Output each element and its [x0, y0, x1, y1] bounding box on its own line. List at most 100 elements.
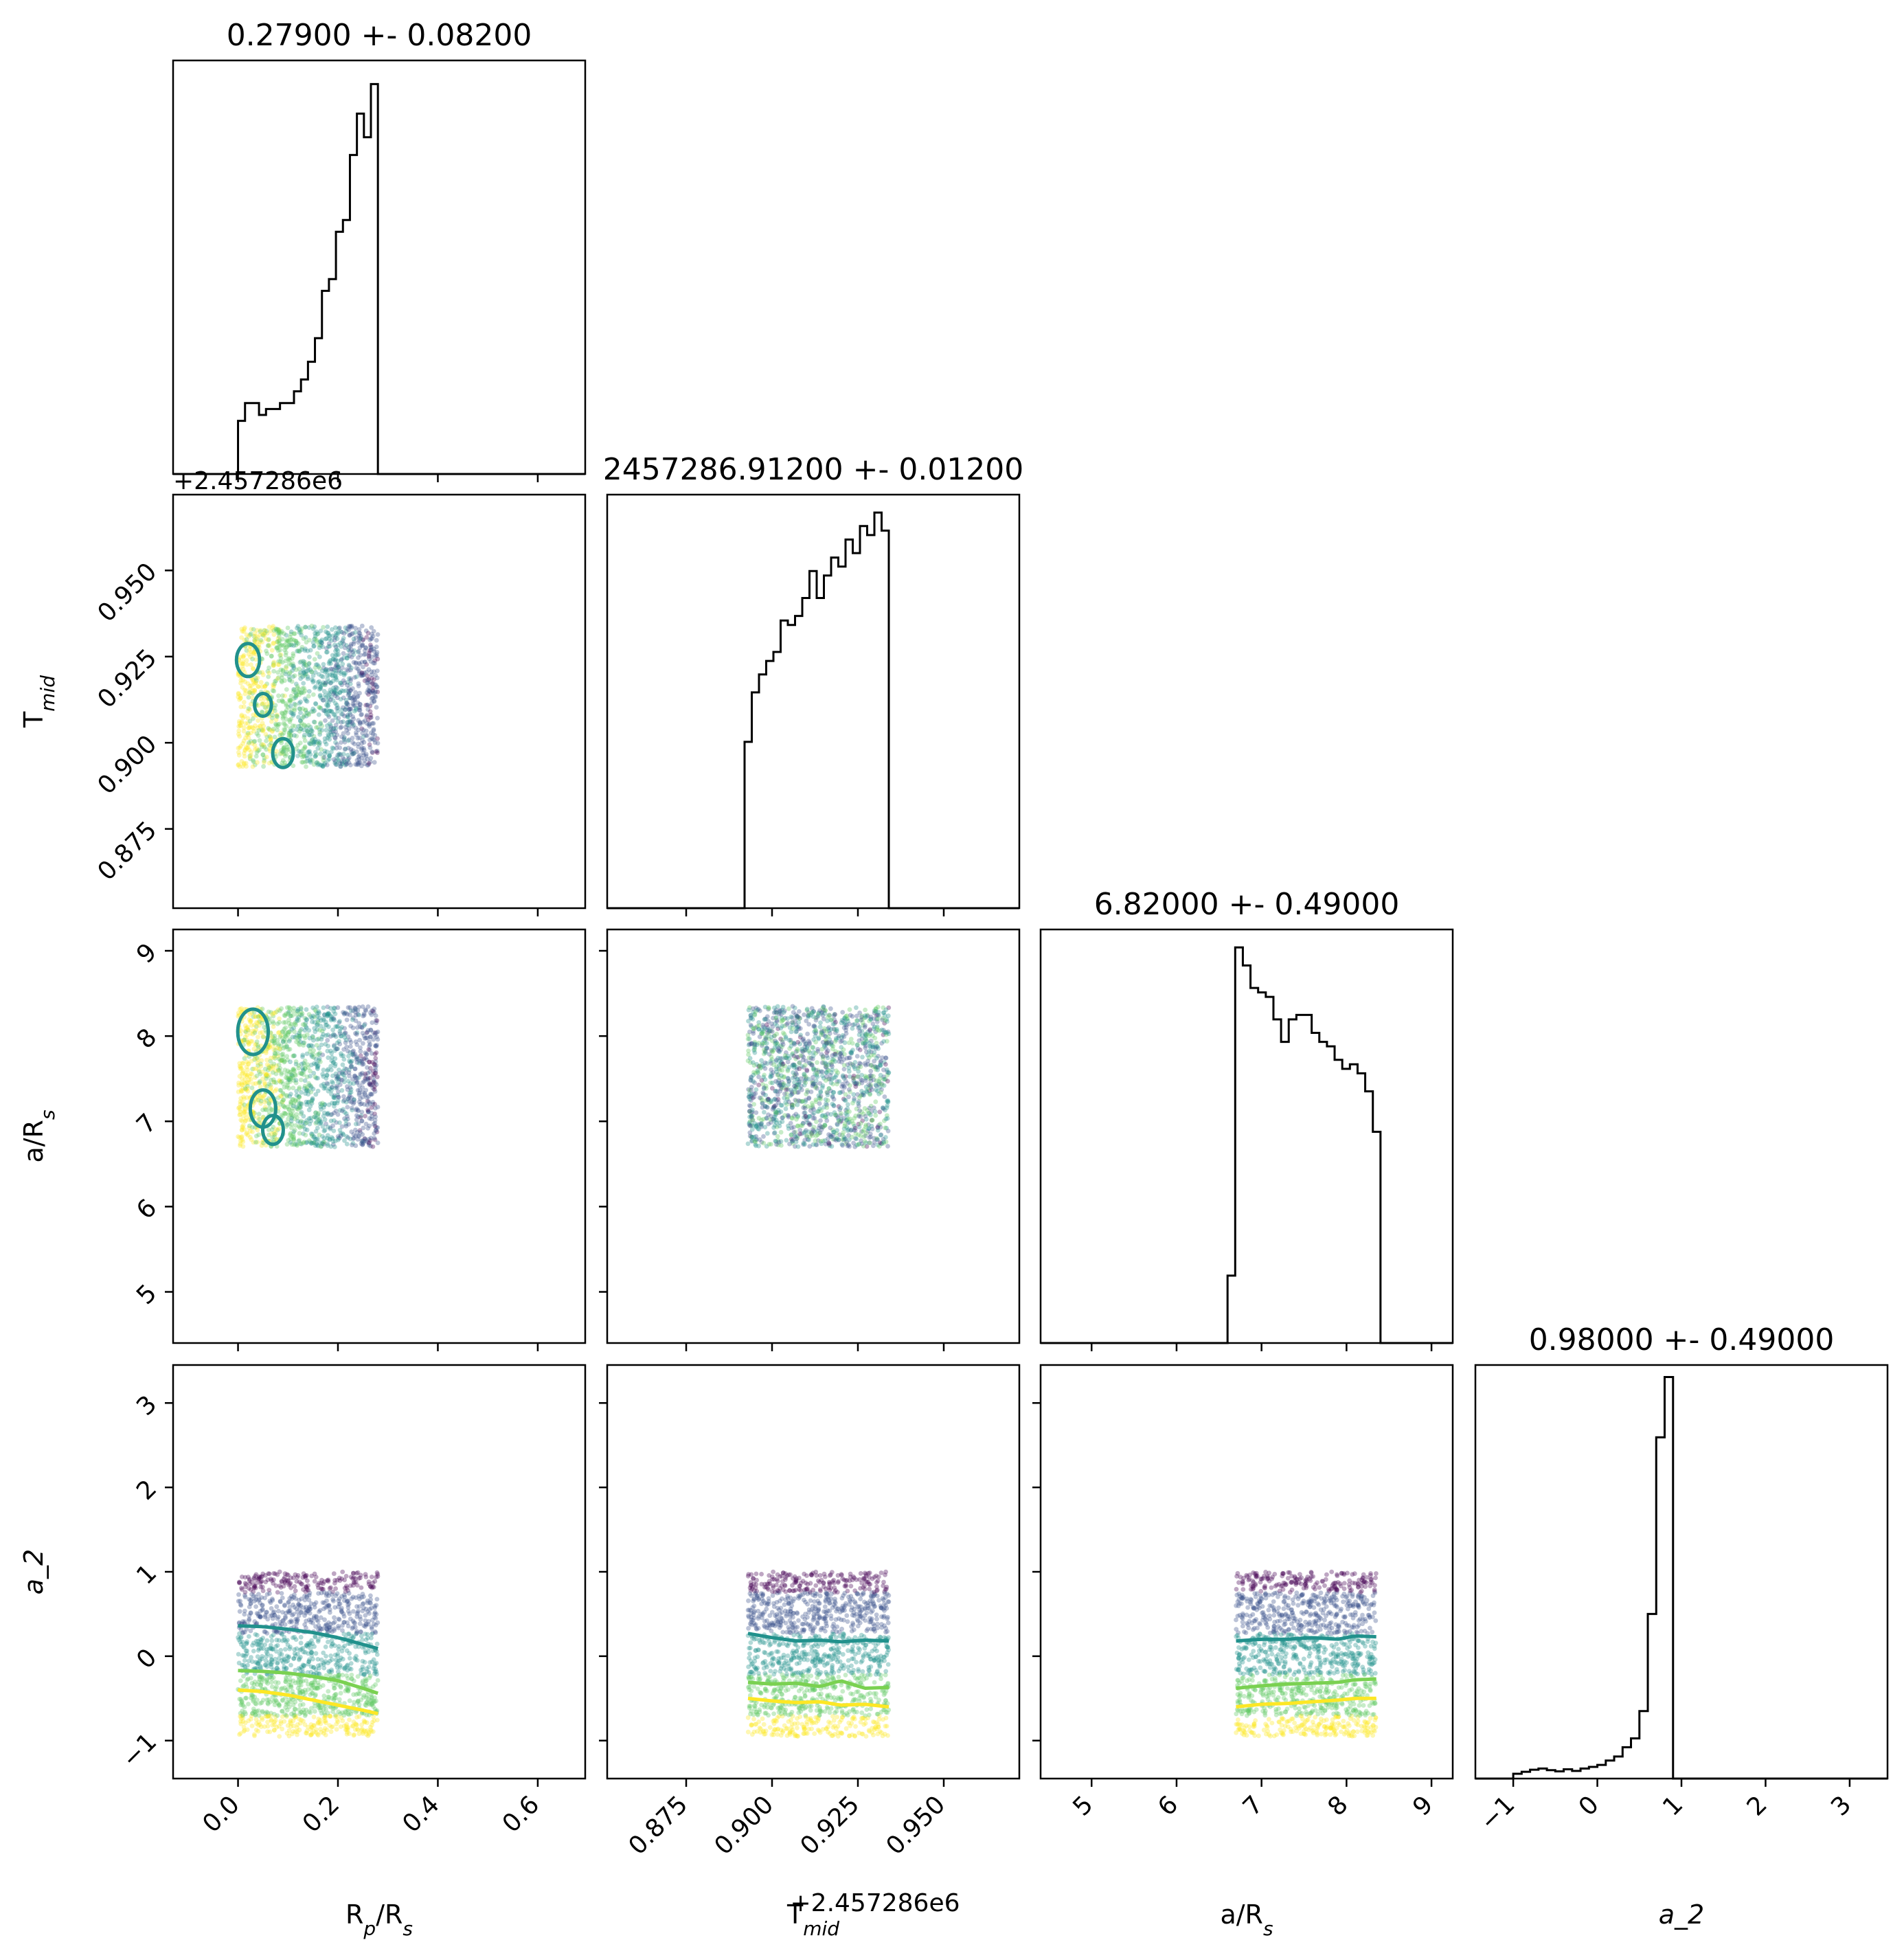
scatter-point: [831, 1103, 837, 1108]
scatter-point: [337, 1039, 341, 1044]
panel-tmid-rp: [165, 493, 587, 916]
scatter-point: [802, 1083, 807, 1087]
scatter-point: [313, 701, 319, 707]
scatter-point: [341, 641, 347, 646]
scatter-point: [373, 1056, 378, 1061]
scatter-point: [875, 1128, 881, 1133]
scatter-point: [371, 629, 376, 634]
scatter-point: [236, 724, 242, 729]
scatter-point: [770, 1116, 775, 1122]
scatter-point: [244, 732, 249, 738]
scatter-point: [298, 752, 304, 757]
title-tmid: 2457286.91200 +- 0.01200: [603, 452, 1024, 487]
scatter-point: [263, 683, 268, 688]
scatter-point: [252, 1056, 258, 1061]
scatter-point: [367, 703, 373, 709]
scatter-point: [327, 737, 332, 742]
scatter-point: [762, 1085, 767, 1090]
panel-frame: [172, 493, 587, 910]
scatter-point: [825, 1090, 830, 1096]
scatter-point: [879, 1059, 883, 1063]
scatter-point: [317, 742, 322, 747]
scatter-point: [366, 656, 372, 662]
scatter-point: [746, 1048, 751, 1054]
scatter-point: [292, 673, 297, 678]
scatter-point: [291, 638, 297, 643]
scatter-point: [826, 1034, 831, 1039]
scatter-point: [336, 652, 341, 657]
scatter-point: [328, 697, 333, 702]
scatter-point: [299, 1071, 304, 1076]
scatter-point: [364, 690, 370, 695]
scatter-point: [247, 719, 253, 724]
scatter-point: [751, 1063, 757, 1068]
scatter-point: [815, 1013, 821, 1018]
scatter-point: [762, 1026, 767, 1031]
scatter-point: [314, 1115, 319, 1120]
scatter-point: [306, 1065, 311, 1070]
scatter-point: [333, 633, 339, 638]
scatter-point: [338, 680, 343, 686]
scatter-point: [369, 696, 374, 701]
scatter-point: [872, 1035, 878, 1041]
scatter-point: [318, 720, 324, 725]
scatter-point: [808, 1013, 813, 1018]
scatter-point: [302, 662, 308, 667]
scatter-point: [306, 662, 312, 666]
scatter-point: [287, 697, 292, 703]
scatter-point: [871, 1074, 876, 1079]
scatter-point: [275, 1067, 281, 1072]
scatter-point: [309, 1573, 315, 1579]
scatter-point: [298, 710, 303, 715]
scatter-point: [314, 760, 319, 765]
scatter-point: [282, 1104, 286, 1109]
scatter-point: [252, 738, 258, 744]
scatter-point: [297, 1141, 303, 1147]
scatter-point: [333, 691, 339, 697]
scatter-point: [873, 1083, 879, 1087]
scatter-point: [342, 735, 347, 740]
scatter-point: [250, 656, 255, 662]
scatter-point: [867, 1048, 872, 1054]
scatter-point: [318, 752, 323, 756]
scatter-point: [284, 645, 288, 651]
scatter-point: [244, 1131, 249, 1137]
scatter-point: [813, 1028, 818, 1033]
scatter-point: [302, 744, 308, 749]
scatter-point: [335, 732, 340, 738]
scatter-point: [365, 763, 370, 768]
scatter-point: [348, 706, 353, 712]
scatter-point: [247, 1634, 251, 1639]
scatter-point: [819, 1085, 825, 1090]
scatter-point: [305, 649, 310, 653]
scatter-point: [315, 1125, 320, 1131]
scatter-point: [280, 672, 285, 677]
scatter-point: [313, 701, 318, 706]
scatter-point: [253, 680, 259, 685]
scatter-point: [325, 649, 330, 655]
scatter-point: [268, 734, 273, 740]
scatter-point: [846, 1055, 852, 1061]
scatter-point: [361, 753, 367, 758]
scatter-point: [763, 1037, 769, 1041]
scatter-point: [327, 721, 332, 726]
scatter-point: [329, 694, 334, 699]
scatter-point: [345, 719, 351, 725]
scatter-point: [268, 736, 273, 742]
scatter-point: [353, 1013, 359, 1018]
scatter-point: [342, 747, 348, 752]
scatter-point: [797, 1085, 802, 1091]
scatter-point: [795, 1102, 800, 1107]
scatter-point: [817, 1130, 823, 1136]
scatter-point: [368, 690, 374, 695]
scatter-point: [283, 701, 288, 706]
scatter-point: [832, 1137, 837, 1142]
scatter-point: [866, 1082, 872, 1087]
scatter-point: [343, 762, 349, 767]
scatter-point: [324, 680, 329, 686]
scatter-point: [870, 1042, 876, 1048]
y-tick-label: 7: [131, 1109, 162, 1140]
scatter-point: [317, 1015, 322, 1021]
scatter-point: [774, 1142, 779, 1147]
scatter-point: [778, 1129, 784, 1135]
